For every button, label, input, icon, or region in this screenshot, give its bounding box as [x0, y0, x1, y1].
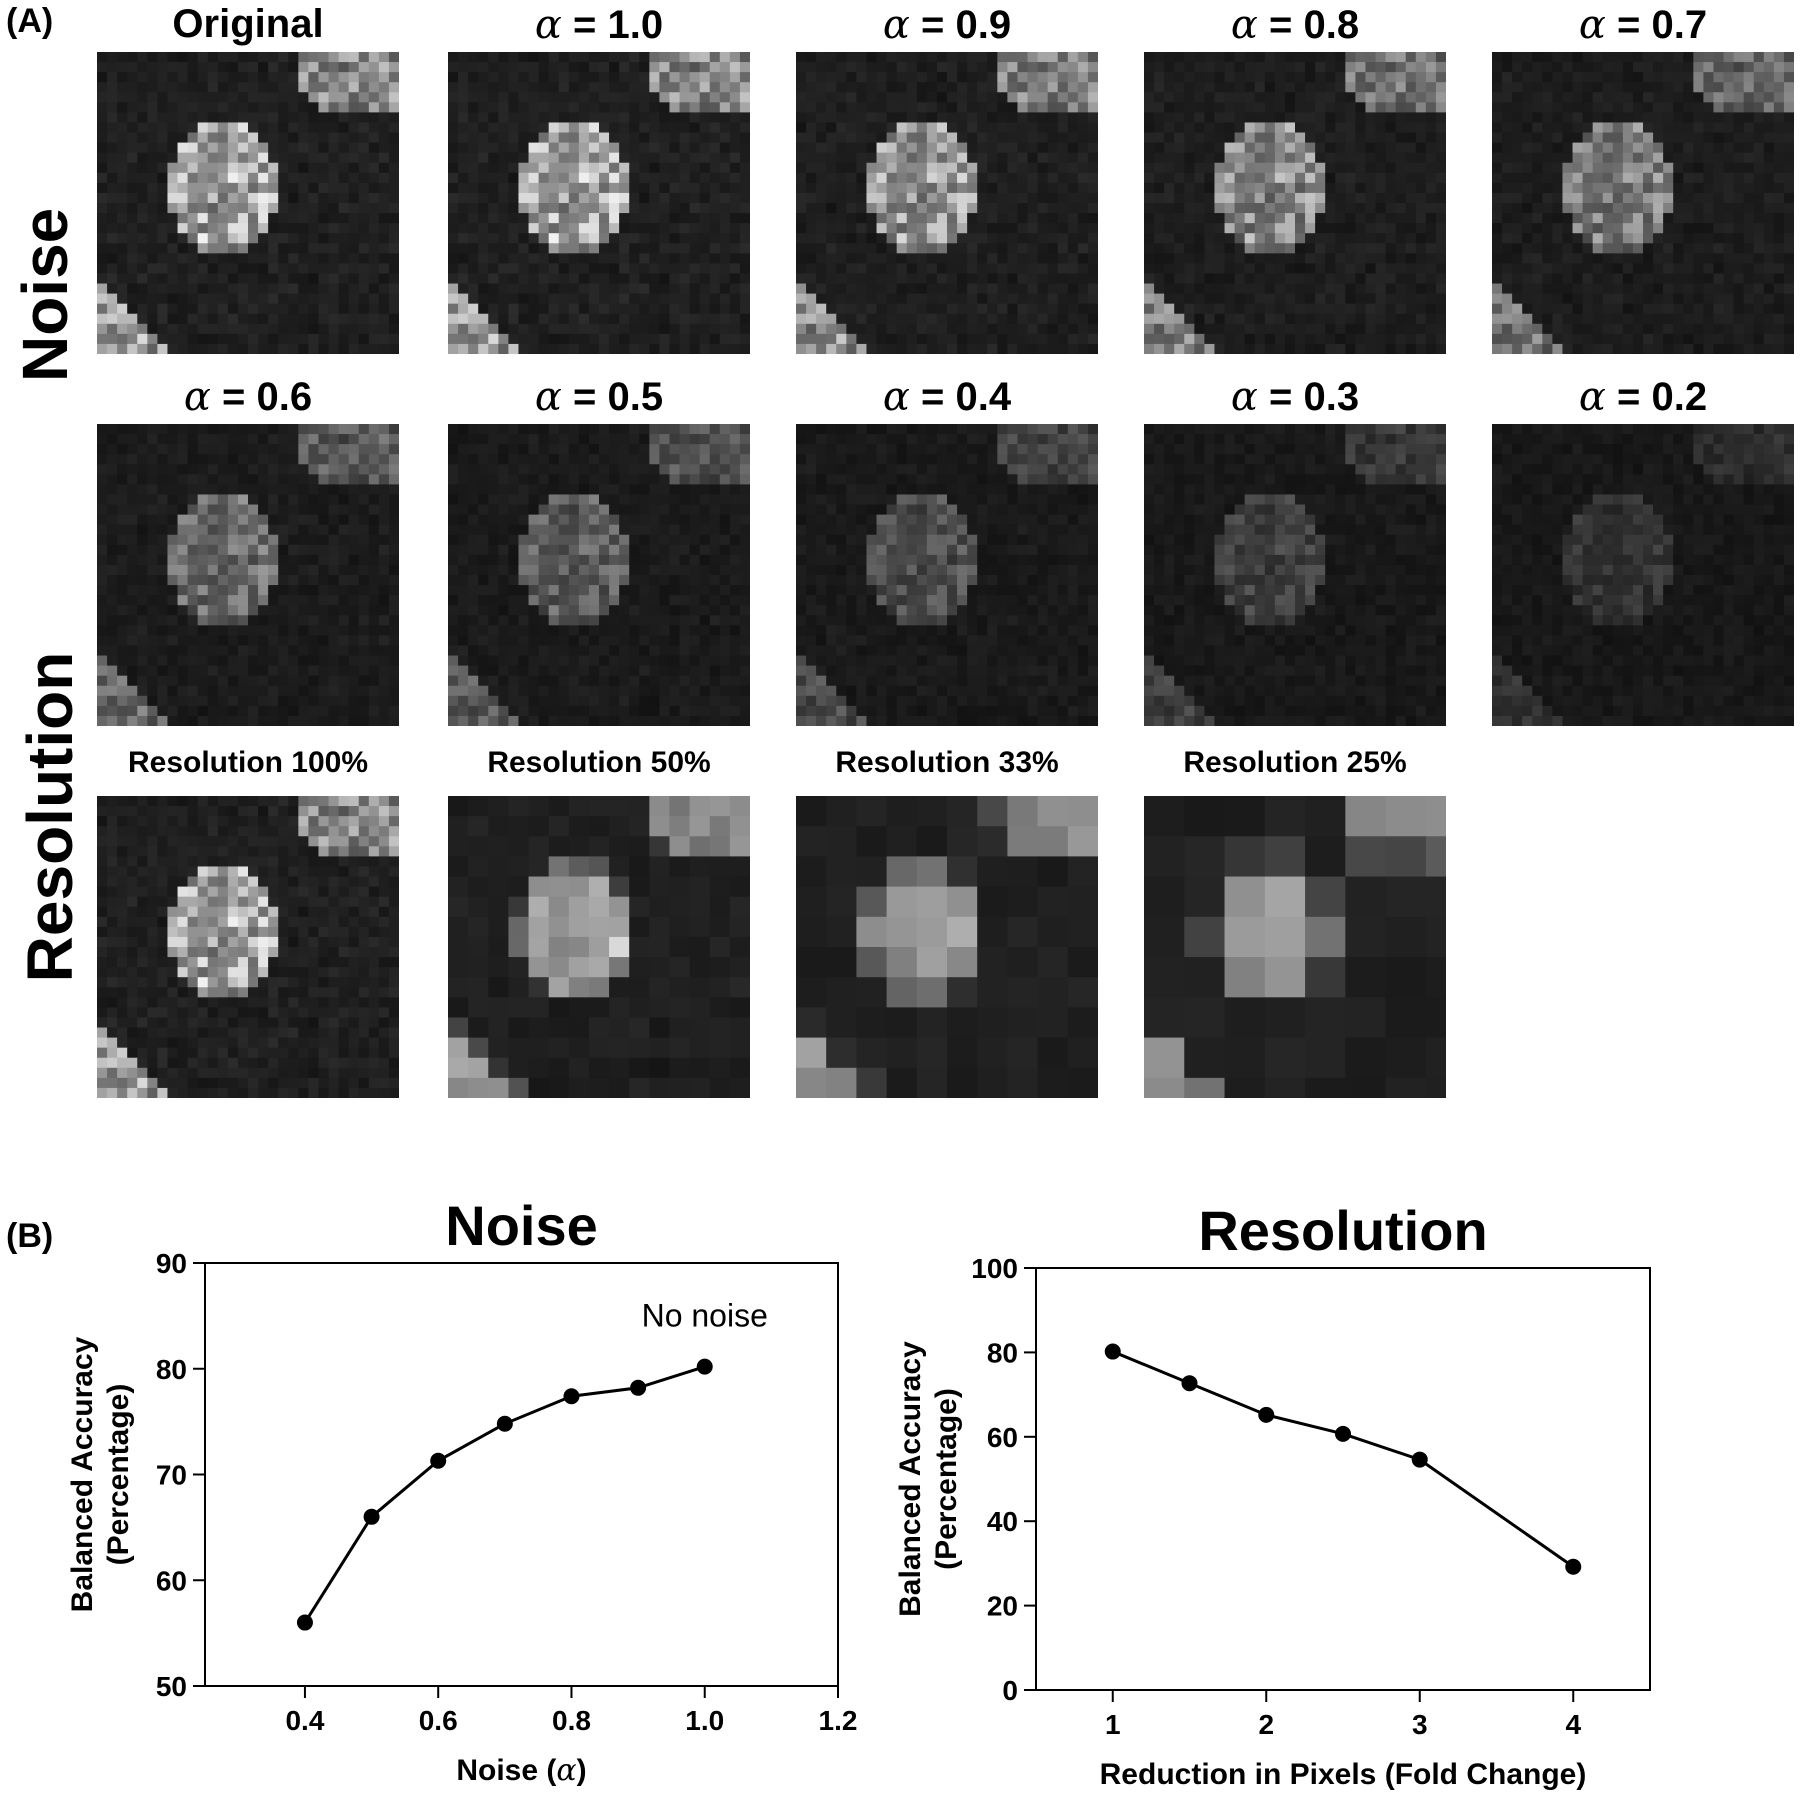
resolution-tile-title: Resolution 50%: [487, 746, 711, 779]
x-tick-label: 0.6: [419, 1705, 458, 1736]
noise-tile-title: α = 1.0: [534, 2, 664, 48]
noise-tile-image: [1144, 52, 1446, 354]
x-tick-label: 3: [1412, 1709, 1428, 1740]
panel-a-label: (A): [6, 2, 54, 40]
data-point: [296, 1614, 313, 1631]
y-tick-label: 60: [156, 1565, 187, 1596]
y-tick-label: 20: [987, 1591, 1018, 1622]
noise-tile-title: α = 0.3: [1230, 374, 1360, 420]
resolution-tile-image: [1144, 796, 1446, 1098]
resolution-tile-title: Resolution 100%: [127, 746, 369, 779]
y-tick-label: 70: [156, 1460, 187, 1491]
x-tick-label: 1: [1105, 1709, 1121, 1740]
y-tick-label: 80: [156, 1354, 187, 1385]
data-point: [1411, 1451, 1428, 1468]
noise-tile-image: [448, 424, 750, 726]
data-point: [1335, 1425, 1351, 1442]
noise-tile-image: [796, 52, 1098, 354]
x-axis-label: Reduction in Pixels (Fold Change): [1100, 1758, 1587, 1791]
x-tick-label: 4: [1565, 1709, 1581, 1740]
resolution-tile-image: [448, 796, 750, 1098]
data-point: [1258, 1406, 1275, 1423]
resolution-tile-image: [97, 796, 399, 1098]
noise-tile-title: α = 0.7: [1578, 2, 1708, 48]
data-point: [430, 1452, 447, 1469]
chart-title: Resolution: [1198, 1199, 1487, 1262]
data-point: [1181, 1375, 1198, 1392]
noise-tile-title: α = 0.2: [1578, 374, 1708, 420]
data-point: [496, 1415, 513, 1432]
y-tick-label: 50: [156, 1671, 187, 1702]
data-point: [630, 1379, 647, 1396]
noise-tile-title: α = 0.6: [183, 374, 313, 420]
resolution-tile-title: Resolution 33%: [835, 746, 1059, 779]
y-tick-label: 40: [987, 1506, 1018, 1537]
panel-b-label: (B): [6, 1217, 54, 1255]
noise-tile-title: α = 0.8: [1230, 2, 1360, 48]
y-tick-label: 90: [156, 1248, 187, 1279]
data-point: [363, 1508, 380, 1525]
noise-tile-image: [1144, 424, 1446, 726]
noise-tile-image: [1492, 52, 1794, 354]
series-line: [303, 1365, 706, 1624]
data-point: [696, 1358, 713, 1375]
y-tick-label: 80: [987, 1337, 1018, 1368]
noise-tile-title: α = 0.5: [534, 374, 664, 420]
x-tick-label: 1.2: [819, 1705, 858, 1736]
y-axis-label: Balanced Accuracy: [66, 1336, 99, 1612]
noise-tile-title: α = 0.9: [882, 2, 1012, 48]
noise-tile-image: [1492, 424, 1794, 726]
annotation-no-noise: No noise: [642, 1298, 768, 1334]
y-tick-label: 60: [987, 1422, 1018, 1453]
x-tick-label: 1.0: [685, 1705, 724, 1736]
resolution-tile-title: Resolution 25%: [1183, 746, 1407, 779]
data-point: [1565, 1558, 1582, 1575]
x-axis-label: Noise (α): [456, 1753, 586, 1788]
noise-tile-image: [97, 52, 399, 354]
plot-frame: [1035, 1267, 1651, 1691]
y-axis-label: (Percentage): [930, 1388, 963, 1570]
data-point: [1104, 1343, 1121, 1360]
x-tick-label: 0.4: [285, 1705, 324, 1736]
noise-tile-title: α = 0.4: [882, 374, 1012, 420]
data-point: [563, 1388, 580, 1405]
noise-tile-image: [796, 424, 1098, 726]
y-axis-label: (Percentage): [102, 1384, 135, 1566]
y-tick-label: 0: [1002, 1675, 1018, 1706]
y-tick-label: 100: [971, 1253, 1018, 1284]
resolution-tile-image: [796, 796, 1098, 1098]
x-tick-label: 0.8: [552, 1705, 591, 1736]
noise-tile-image: [448, 52, 750, 354]
chart-title: Noise: [445, 1194, 598, 1257]
noise-tile-image: [97, 424, 399, 726]
noise-tile-title: Original: [172, 2, 324, 46]
series-line: [1112, 1350, 1575, 1569]
x-tick-label: 2: [1258, 1709, 1274, 1740]
y-axis-label: Balanced Accuracy: [894, 1341, 927, 1617]
